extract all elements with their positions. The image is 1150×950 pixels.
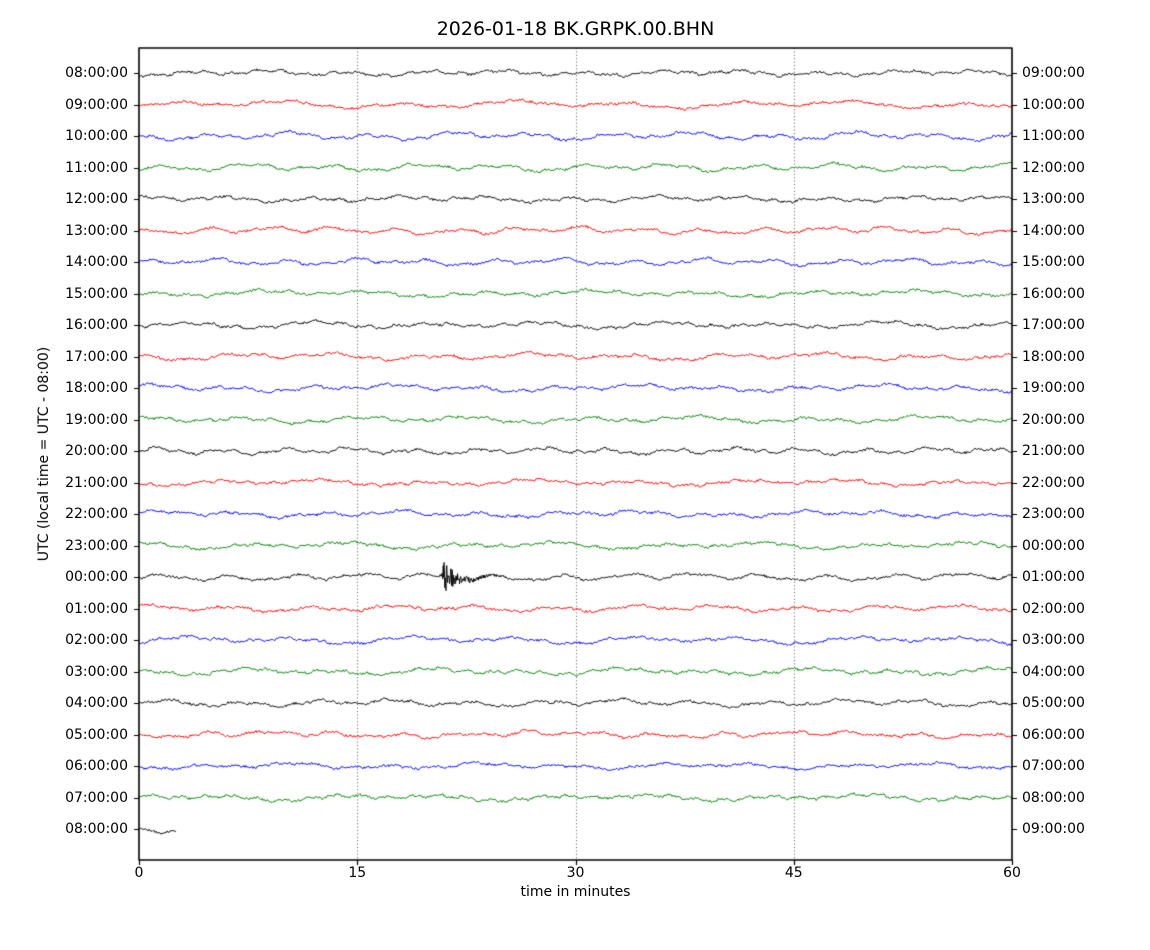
utc-tick-label: 16:00:00: [65, 317, 128, 333]
x-tick-label: 15: [348, 865, 367, 881]
local-tick-label: 02:00:00: [1022, 600, 1085, 617]
local-tick-label: 21:00:00: [1022, 443, 1085, 459]
local-tick-label: 06:00:00: [1022, 726, 1085, 743]
local-tick-label: 11:00:00: [1022, 128, 1085, 144]
local-tick-label: 07:00:00: [1022, 758, 1085, 774]
local-tick-label: 05:00:00: [1022, 695, 1085, 711]
local-tick-label: 09:00:00: [1022, 821, 1085, 837]
local-tick-label: 16:00:00: [1022, 285, 1085, 302]
local-tick-label: 04:00:00: [1022, 663, 1085, 680]
local-tick-label: 15:00:00: [1022, 254, 1085, 270]
utc-tick-label: 15:00:00: [65, 285, 128, 302]
local-tick-label: 18:00:00: [1022, 348, 1085, 365]
x-axis-label: time in minutes: [520, 884, 631, 900]
utc-tick-label: 13:00:00: [65, 222, 128, 239]
utc-tick-label: 03:00:00: [65, 663, 128, 680]
local-tick-label: 13:00:00: [1022, 191, 1085, 207]
utc-tick-label: 12:00:00: [65, 191, 128, 207]
utc-tick-label: 10:00:00: [65, 128, 128, 144]
local-tick-label: 09:00:00: [1022, 65, 1085, 81]
utc-tick-label: 05:00:00: [65, 726, 128, 743]
local-tick-label: 12:00:00: [1022, 159, 1085, 176]
utc-tick-label: 17:00:00: [65, 348, 128, 365]
local-tick-label: 01:00:00: [1022, 569, 1085, 585]
local-tick-label: 10:00:00: [1022, 96, 1085, 113]
utc-tick-label: 23:00:00: [65, 537, 128, 554]
utc-tick-label: 20:00:00: [65, 443, 128, 459]
utc-tick-label: 02:00:00: [65, 632, 128, 648]
utc-tick-label: 04:00:00: [65, 695, 128, 711]
utc-tick-label: 07:00:00: [65, 789, 128, 806]
local-tick-label: 17:00:00: [1022, 317, 1085, 333]
x-tick-label: 30: [566, 865, 585, 881]
local-tick-label: 08:00:00: [1022, 789, 1085, 806]
utc-tick-label: 19:00:00: [65, 411, 128, 428]
utc-tick-label: 00:00:00: [65, 569, 128, 585]
utc-tick-label: 22:00:00: [65, 506, 128, 522]
local-tick-label: 19:00:00: [1022, 380, 1085, 396]
utc-tick-label: 08:00:00: [65, 65, 128, 81]
local-tick-label: 20:00:00: [1022, 411, 1085, 428]
utc-tick-label: 08:00:00: [65, 821, 128, 837]
chart-title: 2026-01-18 BK.GRPK.00.BHN: [436, 18, 715, 40]
utc-tick-label: 11:00:00: [65, 159, 128, 176]
utc-tick-label: 21:00:00: [65, 474, 128, 491]
local-tick-label: 22:00:00: [1022, 474, 1085, 491]
x-tick-label: 0: [134, 865, 144, 881]
local-tick-label: 14:00:00: [1022, 222, 1085, 239]
x-tick-label: 60: [1003, 865, 1021, 881]
utc-tick-label: 06:00:00: [65, 758, 128, 774]
local-tick-label: 00:00:00: [1022, 537, 1085, 554]
local-tick-label: 23:00:00: [1022, 506, 1085, 522]
utc-tick-label: 18:00:00: [65, 380, 128, 396]
local-tick-label: 03:00:00: [1022, 632, 1085, 648]
utc-tick-label: 01:00:00: [65, 600, 128, 617]
x-tick-label: 45: [784, 865, 803, 881]
utc-tick-label: 09:00:00: [65, 96, 128, 113]
utc-tick-label: 14:00:00: [65, 254, 128, 270]
